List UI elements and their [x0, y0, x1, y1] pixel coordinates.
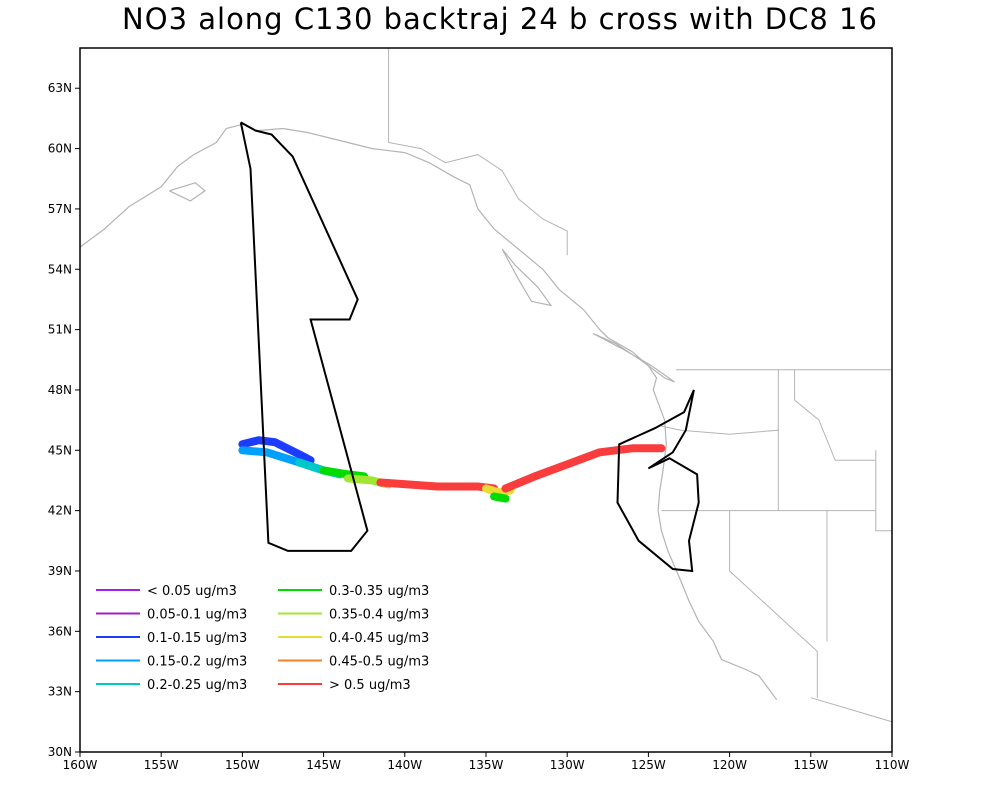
coastline: [79, 123, 243, 248]
flight-tracks: [239, 121, 700, 573]
boundary-line: [729, 510, 818, 698]
boundary-line: [875, 450, 892, 532]
trajectory-segment: [238, 436, 315, 465]
y-axis: 30N 33N 36N 39N 42N 45N 48N 51N 54N 57N 60N 63N: [48, 81, 80, 759]
x-tick-label: 130W: [550, 758, 585, 772]
trajectory-bands: [238, 436, 666, 503]
state-boundaries: [388, 48, 893, 723]
trajectory-segment: [490, 492, 510, 503]
legend-label: 0.1-0.15 ug/m3: [147, 631, 247, 646]
coastlines: [79, 123, 778, 701]
boundary-line: [661, 425, 779, 511]
legend: < 0.05 ug/m3 0.05-0.1 ug/m3 0.1-0.15 ug/m3…: [96, 584, 429, 693]
x-tick-label: 140W: [387, 758, 422, 772]
y-tick-label: 54N: [48, 262, 72, 276]
y-tick-label: 30N: [48, 745, 72, 759]
y-tick-label: 63N: [48, 81, 72, 95]
map-title: NO3 along C130 backtraj 24 b cross with …: [122, 2, 878, 36]
boundary-line: [794, 369, 876, 461]
boundary-line: [810, 697, 893, 723]
c130-flight-track: [239, 121, 369, 552]
x-axis: 160W 155W 150W 145W 140W 135W 130W 125W 120W 115W…: [63, 752, 910, 772]
legend-label: > 0.5 ug/m3: [329, 678, 411, 693]
coastline: [592, 333, 675, 383]
y-tick-label: 45N: [48, 443, 72, 457]
x-tick-label: 160W: [63, 758, 98, 772]
y-tick-label: 36N: [48, 624, 72, 638]
legend-label: 0.45-0.5 ug/m3: [329, 655, 429, 670]
x-tick-label: 110W: [875, 758, 910, 772]
trajectory-segment: [501, 444, 666, 493]
x-tick-label: 125W: [631, 758, 666, 772]
legend-label: < 0.05 ug/m3: [147, 584, 237, 599]
coastline: [169, 182, 206, 202]
coastline: [501, 248, 553, 307]
legend-label: 0.35-0.4 ug/m3: [329, 608, 429, 623]
y-tick-label: 42N: [48, 504, 72, 518]
y-tick-label: 57N: [48, 202, 72, 216]
legend-label: 0.15-0.2 ug/m3: [147, 655, 247, 670]
legend-label: 0.4-0.45 ug/m3: [329, 631, 429, 646]
y-tick-label: 33N: [48, 685, 72, 699]
boundary-line: [388, 48, 568, 256]
x-tick-label: 155W: [144, 758, 179, 772]
legend-label: 0.05-0.1 ug/m3: [147, 608, 247, 623]
trajectory-segment: [376, 478, 499, 493]
y-tick-label: 48N: [48, 383, 72, 397]
y-tick-label: 39N: [48, 564, 72, 578]
x-tick-label: 115W: [793, 758, 828, 772]
x-tick-label: 120W: [712, 758, 747, 772]
y-tick-label: 51N: [48, 323, 72, 337]
x-tick-label: 145W: [306, 758, 341, 772]
x-tick-label: 135W: [469, 758, 504, 772]
legend-label: 0.2-0.25 ug/m3: [147, 678, 247, 693]
map-frame: [79, 47, 893, 753]
dc8-flight-track: [616, 389, 700, 573]
legend-label: 0.3-0.35 ug/m3: [329, 584, 429, 599]
x-tick-label: 150W: [225, 758, 260, 772]
y-tick-label: 60N: [48, 142, 72, 156]
